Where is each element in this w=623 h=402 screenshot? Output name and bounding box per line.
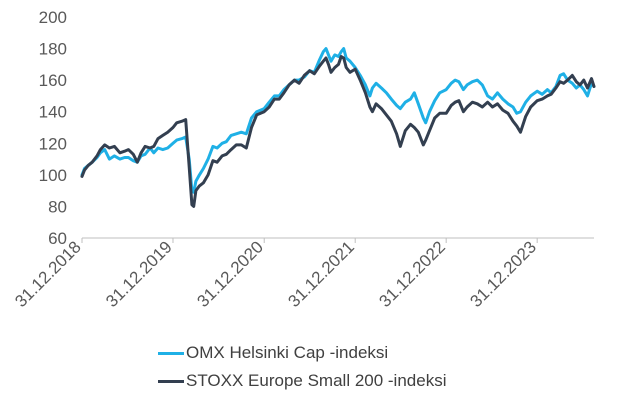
y-tick-label: 100 [39, 166, 67, 185]
series-line-omx-helsinki-cap [80, 47, 596, 194]
y-tick-label: 180 [39, 40, 67, 59]
series-lines [80, 47, 596, 208]
legend-label-omx: OMX Helsinki Cap -indeksi [186, 343, 389, 362]
x-tick-label: 31.12.2018 [11, 237, 85, 311]
y-tick-label: 80 [48, 197, 67, 216]
legend-item-stoxx: STOXX Europe Small 200 -indeksi [158, 367, 446, 395]
x-tick-label: 31.12.2020 [193, 237, 267, 311]
y-tick-label: 60 [48, 229, 67, 248]
legend-item-omx: OMX Helsinki Cap -indeksi [158, 339, 446, 367]
legend-label-stoxx: STOXX Europe Small 200 -indeksi [186, 371, 447, 390]
y-tick-label: 200 [39, 8, 67, 27]
y-tick-label: 120 [39, 134, 67, 153]
legend-swatch-stoxx [158, 379, 184, 383]
x-axis: 31.12.2018 31.12.2019 31.12.2020 31.12.2021… [11, 237, 594, 311]
y-tick-label: 160 [39, 71, 67, 90]
y-axis-tick-labels: 60 80 100 120 140 160 180 200 [39, 8, 67, 248]
x-tick-label: 31.12.2023 [466, 237, 540, 311]
x-tick-label: 31.12.2021 [284, 237, 358, 311]
x-tick-label: 31.12.2019 [102, 237, 176, 311]
legend-swatch-omx [158, 351, 184, 355]
legend: OMX Helsinki Cap -indeksi STOXX Europe S… [158, 339, 446, 395]
series-line-stoxx-europe-small-200 [80, 55, 596, 208]
x-tick-label: 31.12.2022 [375, 237, 449, 311]
y-tick-label: 140 [39, 103, 67, 122]
